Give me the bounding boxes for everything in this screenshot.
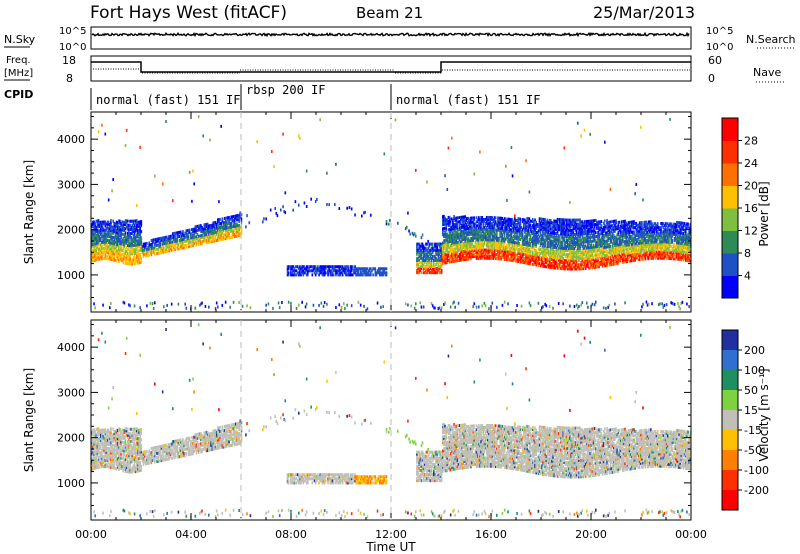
colorbar-segment (722, 410, 738, 431)
freq-left-tick-top: 18 (62, 54, 76, 67)
y-tick-label: 3000 (57, 386, 85, 399)
power-panel: 1000 2000 3000 4000 Slant Range [km] 28 24 20… (22, 111, 771, 313)
cpid-segment-3: normal (fast) 151 IF (396, 93, 541, 107)
colorbar-segment (722, 330, 738, 351)
colorbar-tick-label: -200 (744, 484, 769, 497)
noise-right-tick-top: 10^5 (706, 26, 733, 37)
colorbar-segment (722, 390, 738, 411)
nave-label: Nave (753, 66, 781, 79)
colorbar-segment (722, 208, 738, 231)
cpid-label: CPID (4, 88, 33, 101)
station-title: Fort Hays West (fitACF) (90, 3, 287, 23)
velocity-axes: 1000 2000 3000 4000 (57, 320, 692, 520)
y-tick-label: 4000 (57, 133, 85, 146)
x-axis-tick-labels: 00:00 04:00 08:00 12:00 16:00 20:00 00:00 (75, 528, 707, 541)
date-title: 25/Mar/2013 (593, 3, 695, 22)
freq-right-tick-bottom: 0 (708, 72, 715, 85)
colorbar-segment (722, 185, 738, 209)
colorbar-tick-label: 24 (744, 157, 758, 170)
freq-right-tick-top: 60 (708, 54, 722, 67)
x-axis-title: Time UT (365, 540, 416, 554)
colorbar-tick-label: -15 (744, 424, 762, 437)
colorbar-segment (722, 350, 738, 371)
colorbar-tick-label: 20 (744, 180, 758, 193)
colorbar-tick-label: 16 (744, 202, 758, 215)
colorbar-segment (722, 230, 738, 254)
freq-label-line2: [MHz] (4, 68, 33, 79)
y-tick-label: 3000 (57, 178, 85, 191)
noise-left-label: N.Sky (4, 33, 36, 46)
colorbar-segment (722, 253, 738, 276)
velocity-colorbar: 200 100 50 15 -15 -50 -100 -200 (721, 329, 769, 511)
noise-right-label: N.Search (746, 33, 796, 46)
power-y-axis-title: Slant Range [km] (22, 160, 36, 264)
noise-right-tick-bottom: 10^0 (706, 42, 733, 53)
nave-trace (93, 68, 690, 74)
colorbar-segment (722, 450, 738, 471)
frequency-panel: Freq. [MHz] 18 8 60 0 Nave (4, 54, 784, 85)
colorbar-segment (722, 430, 738, 451)
x-tick-label: 12:00 (375, 528, 407, 541)
x-tick-label: 16:00 (475, 528, 507, 541)
colorbar-tick-label: 15 (744, 404, 758, 417)
freq-left-tick-bottom: 8 (66, 72, 73, 85)
cpid-panel: CPID normal (fast) 151 IF rbsp 200 IF no… (4, 83, 541, 110)
colorbar-tick-label: 8 (744, 247, 751, 260)
power-colorbar-title: Power [dB] (757, 181, 771, 246)
y-tick-label: 1000 (57, 269, 85, 282)
colorbar-tick-label: 50 (744, 384, 758, 397)
freq-label-line1: Freq. (6, 55, 31, 66)
velocity-colorbar-title: Velocity [m s⁻¹] (757, 368, 771, 461)
velocity-data (91, 323, 691, 519)
colorbar-segment (722, 275, 738, 299)
colorbar-segment (722, 118, 738, 141)
velocity-y-axis-title: Slant Range [km] (22, 368, 36, 472)
y-tick-label: 1000 (57, 477, 85, 490)
x-tick-label: 00:00 (675, 528, 707, 541)
colorbar-segment (722, 470, 738, 491)
noise-sky-trace (91, 31, 690, 38)
power-colorbar: 28 24 20 16 12 8 4 (721, 117, 758, 299)
colorbar-tick-label: 12 (744, 225, 758, 238)
x-tick-label: 04:00 (175, 528, 207, 541)
noise-panel: N.Sky 10^5 10^0 10^5 10^0 N.Search (4, 26, 796, 53)
frequency-trace (91, 61, 691, 73)
x-tick-label: 08:00 (275, 528, 307, 541)
cpid-segment-2: rbsp 200 IF (246, 83, 325, 97)
colorbar-segment (722, 490, 738, 511)
noise-left-tick-bottom: 10^0 (59, 42, 86, 53)
cpid-segment-1: normal (fast) 151 IF (96, 93, 241, 107)
colorbar-tick-label: -100 (744, 464, 769, 477)
colorbar-tick-label: 200 (744, 344, 765, 357)
colorbar-segment (722, 163, 738, 186)
colorbar-tick-label: 4 (744, 270, 751, 283)
y-tick-label: 2000 (57, 432, 85, 445)
x-tick-label: 00:00 (75, 528, 107, 541)
colorbar-tick-label: 100 (744, 364, 765, 377)
power-axes: 1000 2000 3000 4000 (57, 112, 692, 312)
colorbar-segment (722, 370, 738, 391)
noise-left-tick-top: 10^5 (59, 26, 86, 37)
x-tick-label: 20:00 (575, 528, 607, 541)
y-tick-label: 4000 (57, 341, 85, 354)
colorbar-tick-label: -50 (744, 444, 762, 457)
beam-title: Beam 21 (356, 4, 423, 22)
velocity-panel: 1000 2000 3000 4000 Slant Range [km] 200 100… (22, 319, 771, 521)
y-tick-label: 2000 (57, 224, 85, 237)
power-data (91, 115, 691, 311)
colorbar-segment (722, 140, 738, 164)
colorbar-tick-label: 28 (744, 135, 758, 148)
